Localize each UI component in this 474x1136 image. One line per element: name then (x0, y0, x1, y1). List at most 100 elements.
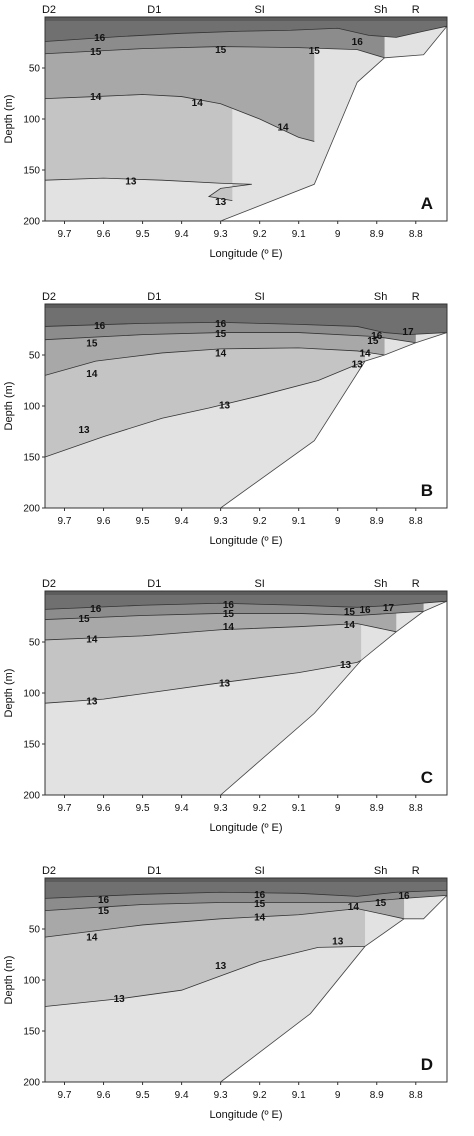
x-tick-label: 9.7 (58, 1090, 72, 1101)
contour-label: 13 (78, 425, 90, 436)
station-label: R (412, 291, 420, 303)
station-label: D1 (147, 291, 161, 303)
contour-label: 14 (223, 622, 235, 633)
contour-label: 15 (344, 607, 356, 618)
y-tick-label: 50 (29, 925, 41, 936)
y-tick-label: 150 (23, 166, 40, 177)
contour-line-13 (45, 360, 366, 458)
station-label: Sh (374, 4, 387, 16)
surface-warm-layer (45, 878, 447, 882)
x-tick-label: 9.6 (97, 1090, 111, 1101)
x-tick-label: 9.1 (292, 803, 306, 814)
contour-label: 15 (86, 338, 98, 349)
x-tick-label: 8.9 (370, 803, 384, 814)
contour-line-16 (45, 600, 447, 610)
station-label: R (412, 578, 420, 590)
station-label: Sh (374, 291, 387, 303)
contour-label: 14 (86, 634, 98, 645)
contour-label: 13 (114, 994, 126, 1005)
station-label: SI (254, 4, 264, 16)
x-axis-label: Longitude (º E) (209, 1109, 282, 1121)
x-tick-label: 9 (335, 516, 341, 527)
x-tick-label: 9.5 (136, 1090, 150, 1101)
station-label: R (412, 4, 420, 16)
contour-label: 15 (367, 336, 379, 347)
y-axis-label: Depth (m) (3, 956, 15, 1005)
y-tick-label: 200 (23, 504, 40, 515)
x-tick-label: 8.9 (370, 1090, 384, 1101)
seafloor-profile (220, 600, 447, 795)
contour-label: 16 (90, 604, 102, 615)
station-label: SI (254, 865, 264, 877)
y-tick-label: 50 (29, 64, 41, 75)
contour-line-15 (45, 332, 416, 344)
x-tick-label: 9.7 (58, 803, 72, 814)
x-tick-label: 9.4 (175, 516, 189, 527)
station-label: Sh (374, 865, 387, 877)
y-tick-label: 100 (23, 402, 40, 413)
temperature-band-16 (45, 17, 447, 42)
y-tick-label: 150 (23, 1027, 40, 1038)
panel-label: D (421, 1055, 433, 1074)
x-tick-label: 9.1 (292, 1090, 306, 1101)
panel-label: C (421, 768, 433, 787)
x-tick-label: 8.8 (409, 229, 423, 240)
temperature-band-16 (45, 591, 447, 610)
x-axis-label: Longitude (º E) (209, 535, 282, 547)
contour-label: 14 (192, 98, 204, 109)
y-tick-label: 150 (23, 740, 40, 751)
x-tick-label: 9 (335, 803, 341, 814)
contour-line-14 (45, 908, 405, 938)
x-tick-label: 9.5 (136, 803, 150, 814)
station-label: D2 (42, 291, 56, 303)
contour-label: 15 (98, 906, 110, 917)
contour-label: 16 (371, 331, 383, 342)
contour-line-14 (45, 94, 315, 142)
x-tick-label: 9.3 (214, 516, 228, 527)
station-label: R (412, 865, 420, 877)
contour-label: 15 (78, 614, 90, 625)
temperature-band-16 (45, 878, 447, 899)
station-label: SI (254, 291, 264, 303)
contour-label: 15 (254, 899, 266, 910)
surface-warm-layer (45, 304, 447, 308)
x-tick-label: 8.9 (370, 229, 384, 240)
y-tick-label: 50 (29, 638, 41, 649)
station-label: D2 (42, 578, 56, 590)
station-label: D2 (42, 865, 56, 877)
contour-line-15 (45, 894, 447, 912)
station-label: D1 (147, 578, 161, 590)
contour-line-13 (45, 945, 366, 1007)
panel-label: A (421, 194, 433, 213)
contour-label: 13 (125, 177, 137, 188)
contour-label: 16 (98, 895, 110, 906)
contour-label: 15 (309, 46, 321, 57)
surface-warm-layer (45, 17, 447, 21)
contour-label: 14 (215, 348, 227, 359)
contour-line-13 (45, 660, 362, 704)
contour-label: 16 (352, 37, 364, 48)
contour-label: 15 (90, 47, 102, 58)
x-tick-label: 9.6 (97, 229, 111, 240)
y-tick-label: 100 (23, 115, 40, 126)
panel-a: 16 16 15 15 15 14 14 14 13 13 D2 D1 SI Sh R 50 100 150 200… (3, 4, 448, 260)
y-tick-label: 200 (23, 217, 40, 228)
contour-label: 13 (352, 360, 364, 371)
contour-line-13 (45, 177, 252, 201)
contour-label: 13 (219, 400, 231, 411)
seafloor-profile (220, 25, 447, 221)
y-axis-label: Depth (m) (3, 95, 15, 144)
contour-label: 16 (399, 891, 411, 902)
contour-label: 14 (90, 92, 102, 103)
x-tick-label: 9.3 (214, 1090, 228, 1101)
x-tick-label: 9.2 (253, 1090, 267, 1101)
y-tick-label: 200 (23, 1078, 40, 1089)
x-tick-label: 9.7 (58, 229, 72, 240)
station-label: D1 (147, 865, 161, 877)
y-tick-label: 100 (23, 976, 40, 987)
seafloor-profile (219, 332, 447, 508)
contour-label: 13 (219, 678, 231, 689)
x-tick-label: 9.4 (175, 803, 189, 814)
